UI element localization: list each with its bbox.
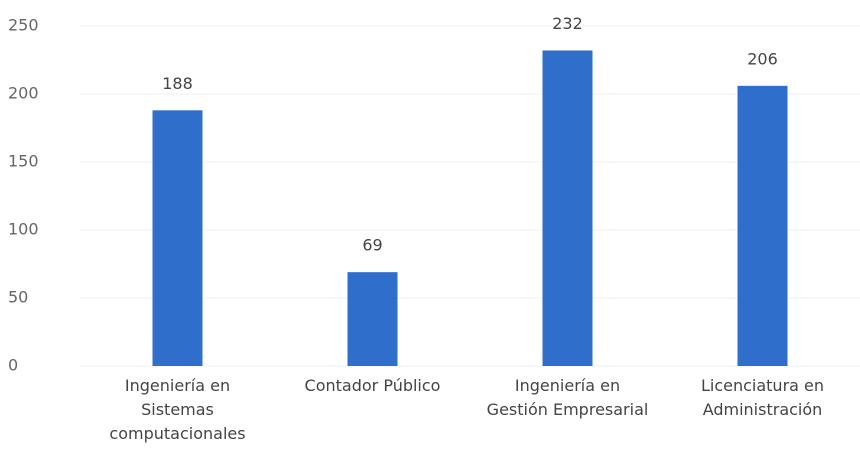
label-line: Sistemas xyxy=(141,400,214,419)
data-label: 69 xyxy=(362,236,382,255)
y-tick-label: 250 xyxy=(8,16,39,35)
y-tick-label: 0 xyxy=(8,356,18,375)
bar xyxy=(737,85,788,366)
data-label: 206 xyxy=(747,49,778,68)
x-tick-label: Licenciatura en Administración xyxy=(701,376,824,419)
label-line: Gestión Empresarial xyxy=(487,400,649,419)
x-tick-label: Contador Público xyxy=(305,376,441,395)
y-tick-label: 200 xyxy=(8,84,39,103)
bar xyxy=(542,50,593,366)
label-line: Ingeniería en xyxy=(515,376,620,395)
label-line: Licenciatura en xyxy=(701,376,824,395)
label-line: Administración xyxy=(703,400,823,419)
y-tick-label: 50 xyxy=(8,288,28,307)
label-line: Contador Público xyxy=(305,376,441,395)
x-tick-label: Ingeniería en Gestión Empresarial xyxy=(487,376,649,419)
label-line: computacionales xyxy=(109,424,245,443)
data-label: 188 xyxy=(162,74,193,93)
bar xyxy=(152,110,203,366)
data-label: 232 xyxy=(552,14,583,33)
y-tick-label: 100 xyxy=(8,220,39,239)
x-tick-label: Ingeniería en Sistemas computacionales xyxy=(109,376,245,443)
y-tick-label: 150 xyxy=(8,152,39,171)
bar xyxy=(347,272,398,366)
label-line: Ingeniería en xyxy=(125,376,230,395)
